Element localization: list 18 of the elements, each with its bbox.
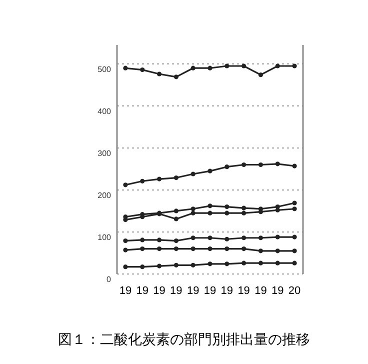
x-tick-label: 19 (254, 285, 267, 297)
y-tick-label: 100 (98, 232, 112, 242)
x-tick-label: 19 (153, 285, 166, 297)
y-tick-label: 400 (98, 106, 112, 116)
y-tick-label: 200 (98, 190, 112, 200)
x-tick-label: 19 (238, 285, 250, 297)
x-tick-label: 19 (220, 285, 234, 297)
x-tick-label: 19 (204, 285, 216, 297)
x-tick-label: 19 (170, 285, 182, 297)
x-tick-label: 19 (119, 285, 132, 297)
x-tick-label: 20 (288, 285, 301, 297)
x-tick-label: 19 (186, 285, 200, 297)
x-tick-label: 19 (272, 285, 284, 297)
text: 図１：二酸化炭素の部門別排出量の推移 (58, 332, 310, 348)
y-tick-label: 0 (106, 275, 112, 284)
y-tick-label: 500 (98, 64, 112, 74)
x-tick-label: 19 (136, 285, 148, 297)
y-tick-label: 300 (98, 148, 112, 158)
